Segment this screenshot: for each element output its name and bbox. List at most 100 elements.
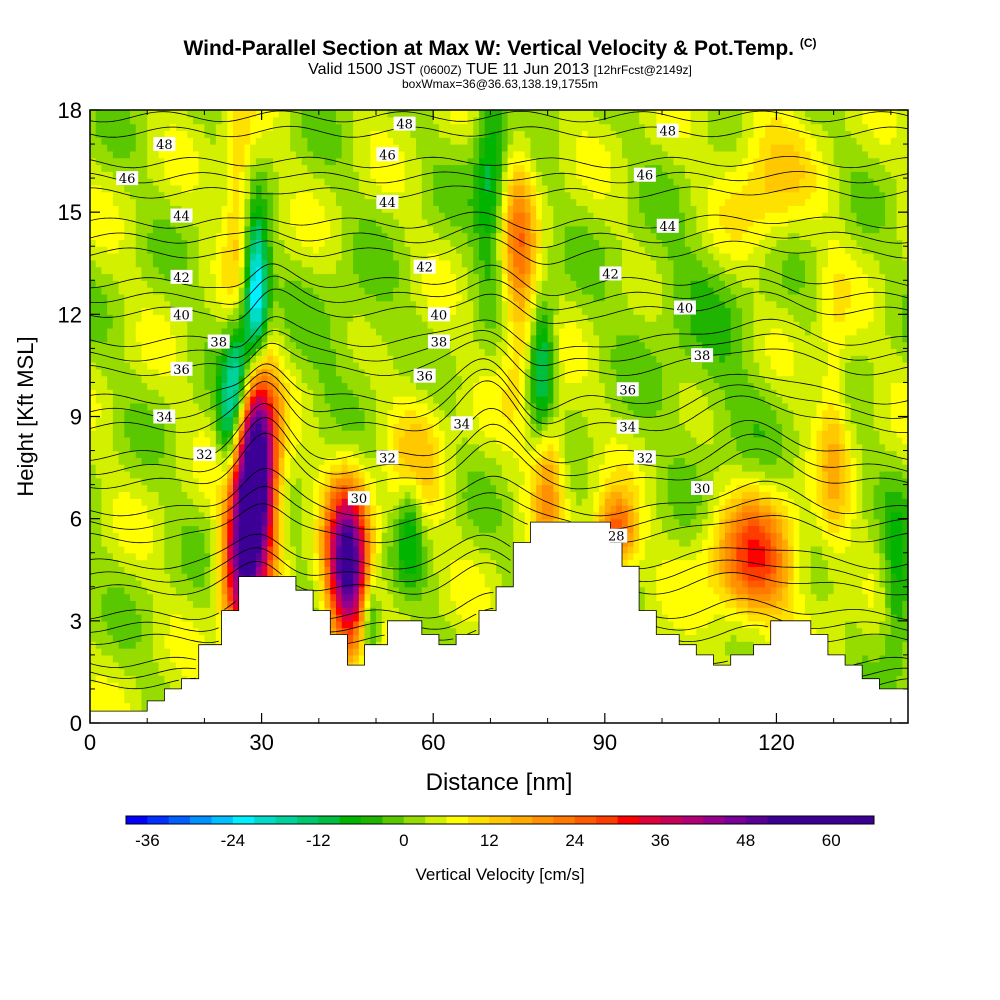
velocity-cell (284, 287, 291, 295)
velocity-cell (112, 171, 120, 179)
velocity-cell (227, 579, 234, 588)
velocity-cell (210, 300, 217, 309)
velocity-cell (130, 682, 137, 690)
velocity-cell (118, 586, 125, 595)
velocity-cell (307, 457, 314, 465)
velocity-cell (250, 355, 257, 363)
velocity-cell (141, 436, 148, 445)
velocity-cell (341, 600, 349, 608)
velocity-cell (210, 178, 217, 186)
velocity-cell (381, 368, 389, 377)
velocity-cell (198, 511, 206, 520)
velocity-cell (335, 423, 343, 431)
velocity-cell (215, 205, 223, 213)
velocity-cell (215, 634, 223, 642)
velocity-cell (124, 552, 131, 561)
velocity-cell (376, 430, 383, 438)
velocity-cell (215, 511, 223, 520)
velocity-cell (141, 511, 148, 520)
velocity-cell (347, 198, 354, 206)
velocity-cell (358, 205, 366, 213)
velocity-cell (376, 314, 383, 322)
velocity-cell (284, 525, 291, 533)
velocity-cell (95, 688, 103, 697)
velocity-cell (376, 280, 383, 288)
velocity-cell (370, 218, 377, 227)
velocity-cell (221, 266, 228, 275)
velocity-cell (376, 620, 383, 629)
velocity-cell (233, 436, 240, 445)
velocity-cell (101, 110, 108, 118)
velocity-cell (135, 355, 143, 363)
velocity-cell (347, 280, 354, 288)
velocity-cell (118, 116, 125, 125)
velocity-cell (124, 164, 131, 172)
velocity-cell (330, 191, 337, 200)
velocity-cell (90, 682, 97, 690)
velocity-cell (393, 375, 400, 384)
velocity-cell (210, 287, 217, 295)
velocity-cell (324, 232, 331, 241)
velocity-cell (255, 314, 263, 322)
velocity-cell (227, 491, 234, 499)
velocity-cell (152, 382, 160, 390)
velocity-cell (135, 382, 143, 390)
velocity-cell (204, 348, 211, 356)
velocity-cell (370, 470, 377, 479)
velocity-cell (387, 593, 394, 601)
velocity-cell (398, 470, 406, 479)
velocity-cell (198, 259, 206, 268)
velocity-cell (141, 239, 148, 247)
velocity-cell (290, 566, 297, 574)
velocity-cell (307, 464, 314, 472)
velocity-cell (381, 225, 389, 234)
velocity-cell (210, 110, 217, 118)
velocity-cell (335, 362, 343, 370)
velocity-cell (295, 205, 303, 213)
velocity-cell (135, 443, 143, 452)
velocity-cell (244, 430, 251, 438)
velocity-cell (347, 225, 354, 234)
velocity-cell (370, 184, 377, 193)
velocity-cell (141, 266, 148, 275)
velocity-cell (107, 436, 114, 445)
velocity-cell (295, 532, 303, 540)
velocity-cell (147, 695, 154, 704)
velocity-cell (244, 402, 251, 411)
velocity-cell (112, 382, 120, 390)
velocity-cell (335, 525, 343, 533)
velocity-cell (381, 164, 389, 172)
velocity-cell (95, 280, 103, 288)
velocity-cell (204, 150, 211, 159)
velocity-cell (164, 423, 171, 431)
velocity-cell (95, 191, 103, 200)
velocity-cell (187, 525, 194, 533)
velocity-cell (347, 164, 354, 172)
velocity-cell (255, 532, 263, 540)
velocity-cell (364, 627, 371, 636)
velocity-cell (170, 164, 177, 172)
velocity-cell (198, 600, 206, 608)
velocity-cell (118, 661, 125, 670)
velocity-cell (204, 130, 211, 138)
velocity-cell (278, 498, 286, 506)
velocity-cell (233, 579, 240, 588)
velocity-cell (101, 416, 108, 424)
velocity-cell (181, 144, 188, 152)
velocity-cell (335, 396, 343, 404)
velocity-cell (381, 484, 389, 493)
velocity-cell (318, 144, 326, 152)
velocity-cell (95, 559, 103, 567)
velocity-cell (301, 464, 308, 472)
velocity-cell (393, 307, 400, 315)
velocity-cell (95, 464, 103, 472)
velocity-cell (290, 184, 297, 193)
velocity-cell (107, 327, 114, 336)
velocity-cell (181, 464, 188, 472)
velocity-cell (387, 491, 394, 499)
velocity-cell (290, 307, 297, 315)
velocity-cell (90, 654, 97, 663)
velocity-cell (370, 280, 377, 288)
velocity-cell (284, 368, 291, 377)
velocity-cell (376, 266, 383, 275)
